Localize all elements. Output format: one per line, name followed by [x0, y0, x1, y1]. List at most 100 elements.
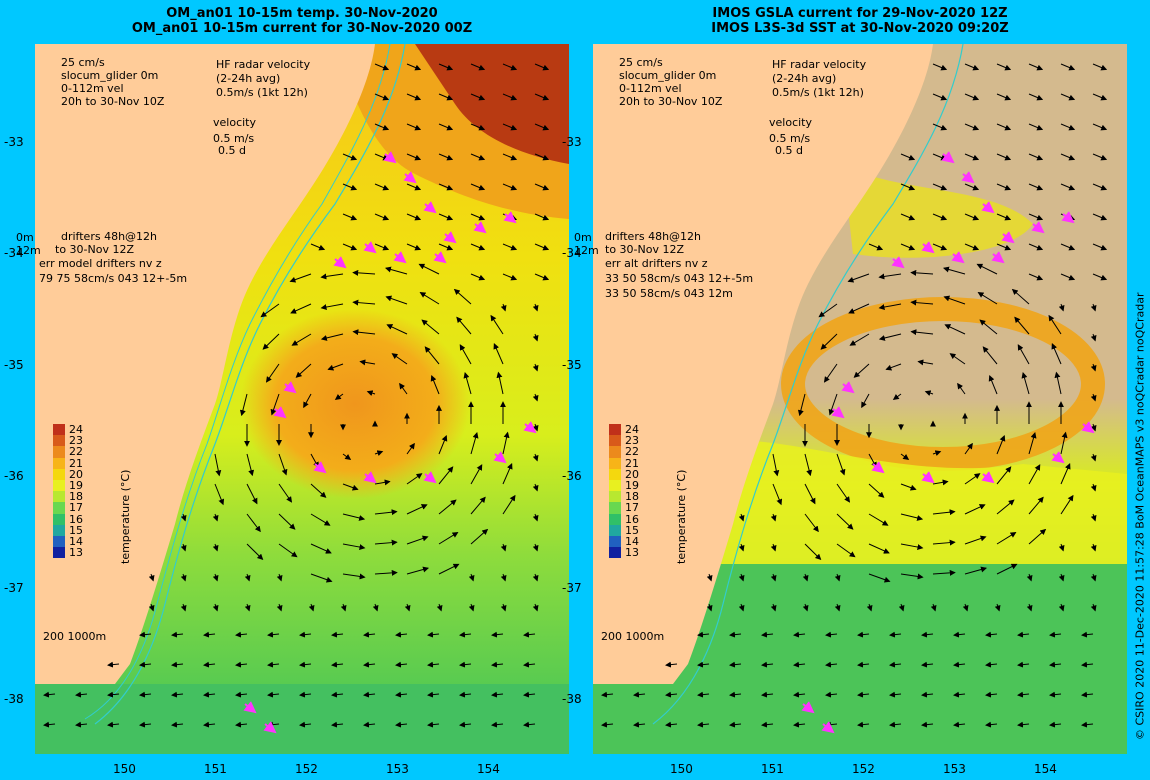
current-arrow	[374, 93, 390, 101]
current-arrow	[761, 631, 774, 638]
current-arrow	[900, 213, 916, 221]
current-arrow	[491, 721, 504, 728]
drifter-arrow	[941, 151, 955, 164]
current-arrow	[996, 243, 1012, 251]
colorbar-swatch	[609, 468, 621, 480]
current-arrow	[212, 543, 219, 552]
current-arrow	[1017, 344, 1030, 365]
current-arrow	[1028, 432, 1037, 455]
hf-radar-line3: 0.5m/s (1kt 12h)	[216, 86, 308, 99]
left-map-graphic	[35, 44, 569, 754]
current-arrow	[342, 573, 366, 580]
current-arrow	[459, 721, 472, 728]
current-arrow	[532, 573, 539, 582]
current-arrow	[438, 499, 457, 515]
current-arrow	[868, 543, 890, 554]
current-arrow	[943, 295, 966, 305]
land-mass	[593, 44, 933, 684]
current-arrow	[203, 661, 216, 668]
current-arrow	[1051, 343, 1062, 365]
current-arrow	[900, 543, 924, 550]
current-arrow	[180, 543, 187, 552]
current-arrow	[406, 504, 428, 515]
current-arrow	[1017, 631, 1030, 638]
current-arrow	[235, 661, 248, 668]
current-arrow	[665, 661, 678, 668]
current-arrow	[910, 269, 934, 276]
current-arrow	[395, 691, 408, 698]
latitude-label: -36	[4, 469, 24, 483]
current-arrow	[853, 363, 870, 378]
current-arrow	[502, 153, 518, 161]
current-arrow	[1060, 123, 1076, 131]
current-arrow	[697, 721, 710, 728]
current-arrow	[331, 661, 344, 668]
current-arrow	[139, 631, 152, 638]
current-arrow	[1028, 496, 1044, 515]
current-arrow	[964, 93, 980, 101]
current-arrow	[438, 63, 454, 71]
current-arrow	[1049, 691, 1062, 698]
current-arrow	[171, 631, 184, 638]
colorbar-tick: 13	[625, 546, 639, 560]
hf-radar-line1: HF radar velocity	[772, 58, 867, 71]
legend-time: 20h to 30-Nov 10Z	[61, 95, 165, 108]
current-arrow	[932, 539, 956, 546]
current-arrow	[1060, 183, 1076, 191]
current-arrow	[1060, 273, 1076, 281]
current-arrow	[804, 483, 816, 505]
current-arrow	[982, 346, 998, 365]
current-arrow	[738, 573, 745, 582]
colorbar-swatch	[609, 435, 621, 447]
current-arrow	[399, 382, 408, 395]
current-arrow	[418, 263, 440, 275]
colorbar-swatch	[53, 524, 65, 536]
current-arrow	[761, 721, 774, 728]
current-arrow	[930, 603, 937, 612]
velocity-line1: velocity	[769, 116, 812, 129]
current-arrow	[847, 273, 870, 283]
drifter-tracks	[801, 151, 1095, 734]
current-arrow	[633, 721, 646, 728]
left-title-line1: OM_an01 10-15m temp. 30-Nov-2020	[166, 6, 438, 21]
current-arrow	[180, 513, 187, 522]
current-arrow	[1090, 453, 1097, 462]
right-title-line2: IMOS L3S-3d SST at 30-Nov-2020 09:20Z	[711, 21, 1009, 36]
colorbar-tick: 24	[69, 423, 83, 436]
current-arrow	[1017, 661, 1030, 668]
current-arrow	[463, 372, 472, 395]
legend-vel: 0-112m vel	[619, 82, 682, 95]
current-arrow	[836, 483, 851, 503]
colorbar-tick: 23	[625, 434, 639, 448]
current-arrow	[825, 661, 838, 668]
latitude-label: -37	[562, 581, 582, 595]
current-arrow	[1058, 603, 1065, 612]
current-arrow	[427, 631, 440, 638]
legend-scale: 25 cm/s	[619, 56, 663, 69]
current-arrow	[267, 661, 280, 668]
colorbar-swatch	[609, 535, 621, 548]
current-arrow	[214, 453, 222, 477]
current-arrow	[235, 721, 248, 728]
current-arrow	[1028, 464, 1041, 485]
drifters-line3: err model drifters nv z	[39, 257, 162, 270]
current-arrow	[1028, 153, 1044, 161]
current-arrow	[1092, 123, 1108, 131]
colorbar-tick: 23	[69, 434, 83, 448]
current-arrow	[770, 543, 777, 552]
current-arrow	[770, 513, 777, 522]
current-arrow	[456, 316, 472, 335]
drift-0m-left: 0m	[16, 231, 34, 244]
current-arrow	[848, 303, 870, 314]
current-arrow	[532, 393, 539, 402]
current-arrow	[1060, 93, 1076, 101]
current-arrow	[942, 266, 966, 275]
current-arrow	[359, 359, 376, 366]
current-arrow	[406, 213, 422, 221]
current-arrow	[964, 123, 980, 131]
latitude-label: -37	[4, 581, 24, 595]
current-arrow	[453, 288, 472, 305]
current-arrow	[924, 390, 934, 396]
current-arrow	[1081, 721, 1094, 728]
current-arrow	[1092, 153, 1108, 161]
